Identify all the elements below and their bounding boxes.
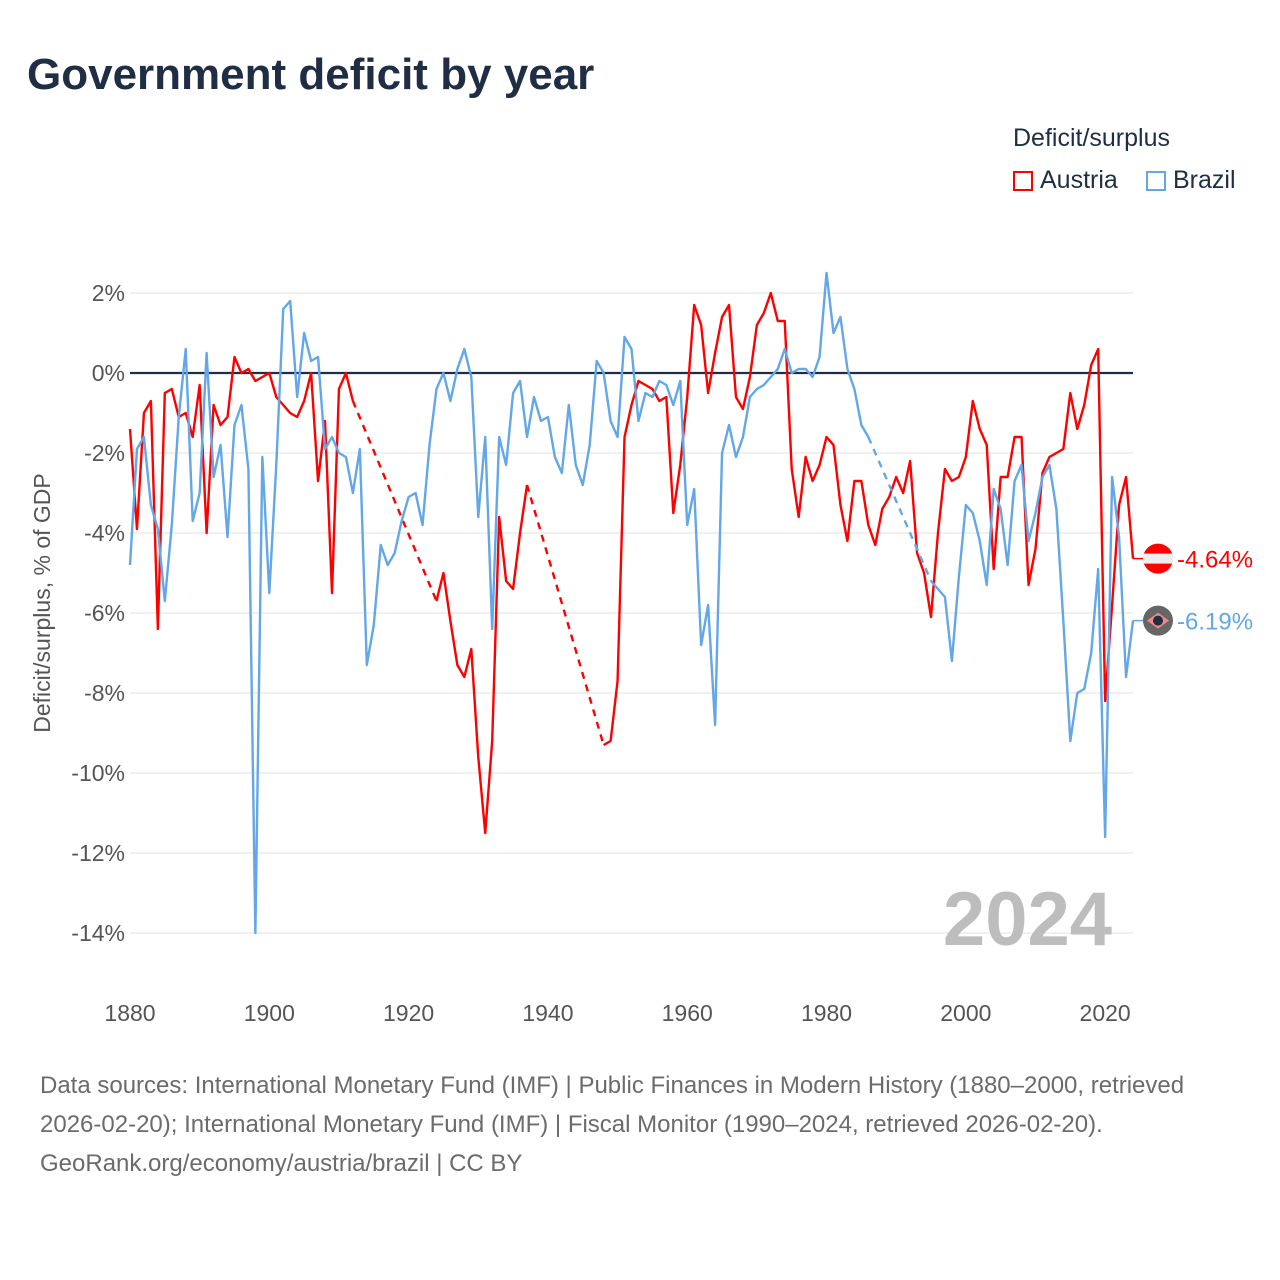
brazil-swatch-icon [1146, 170, 1166, 191]
legend-label: Austria [1040, 166, 1118, 194]
x-tick-label: 2000 [940, 1000, 991, 1026]
y-tick-label: -6% [84, 600, 125, 626]
x-tick-label: 1960 [662, 1000, 713, 1026]
end-value-label: -6.19% [1177, 609, 1253, 636]
x-tick-label: 1880 [104, 1000, 155, 1026]
y-axis-title: Deficit/surplus, % of GDP [29, 473, 55, 732]
gap-line-austria [351, 400, 438, 602]
legend-item-brazil[interactable]: Brazil [1146, 166, 1236, 195]
x-tick-label: 2020 [1080, 1000, 1131, 1026]
y-tick-label: 2% [92, 280, 125, 306]
y-tick-label: 0% [92, 360, 125, 386]
austria-swatch-icon [1013, 170, 1033, 191]
y-tick-label: -8% [84, 680, 125, 706]
austria-flag-icon [1143, 553, 1173, 564]
y-tick-label: -4% [84, 520, 125, 546]
brazil-flag-icon [1153, 615, 1163, 626]
gap-line-brazil [867, 436, 933, 582]
end-value-label: -4.64% [1177, 547, 1253, 574]
data-sources: Data sources: International Monetary Fun… [40, 1072, 1185, 1138]
credit-link[interactable]: GeoRank.org/economy/austria/brazil | CC … [40, 1150, 523, 1177]
series-line-austria [128, 355, 355, 631]
legend-title: Deficit/surplus [1013, 124, 1170, 152]
series-line-austria [435, 484, 529, 835]
x-tick-label: 1920 [383, 1000, 434, 1026]
legend-item-austria[interactable]: Austria [1013, 166, 1118, 195]
series-line-brazil [930, 463, 1135, 839]
x-tick-label: 1900 [244, 1000, 295, 1026]
x-tick-label: 1940 [522, 1000, 573, 1026]
y-tick-label: -2% [84, 440, 125, 466]
x-tick-label: 1980 [801, 1000, 852, 1026]
y-tick-label: -12% [71, 840, 125, 866]
series-line-brazil [128, 271, 870, 935]
chart-title: Government deficit by year [27, 50, 595, 99]
footer: Data sources: International Monetary Fun… [40, 1066, 1240, 1183]
legend-label: Brazil [1173, 166, 1236, 194]
gap-line-austria [525, 484, 605, 746]
y-tick-label: -10% [71, 760, 125, 786]
year-watermark: 2024 [943, 877, 1112, 962]
series-line-austria [603, 291, 1135, 747]
y-tick-label: -14% [71, 920, 125, 946]
